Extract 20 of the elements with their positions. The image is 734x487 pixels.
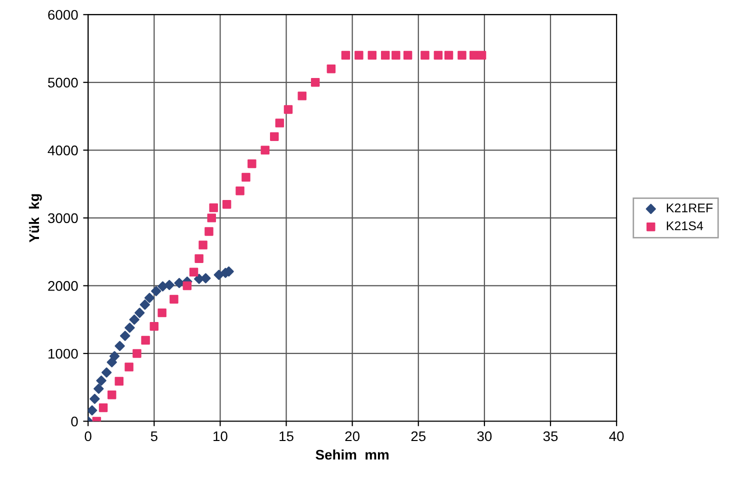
y-tick-label: 4000 [48,145,78,156]
y-axis-title: Yük kg [28,194,42,242]
x-tick-label: 40 [609,431,624,442]
x-tick-label: 10 [214,431,228,442]
y-tick-label: 6000 [48,10,78,20]
x-tick-label: 25 [411,431,426,442]
x-axis-title: Sehim mm [316,449,389,460]
x-tick-label: 5 [150,431,158,442]
y-tick-label: 5000 [48,78,78,88]
x-tick-label: 15 [280,431,294,442]
x-tick-label: 0 [84,431,92,442]
y-tick-label: 2000 [48,281,78,291]
legend-label: K21REF [666,203,713,212]
legend-label: K21S4 [666,221,704,230]
y-tick-label: 1000 [48,348,78,359]
y-tick-label: 0 [71,416,78,426]
x-tick-label: 20 [345,431,360,442]
x-tick-label: 30 [477,431,492,442]
y-tick-label: 3000 [48,213,78,224]
x-tick-label: 35 [543,431,558,442]
